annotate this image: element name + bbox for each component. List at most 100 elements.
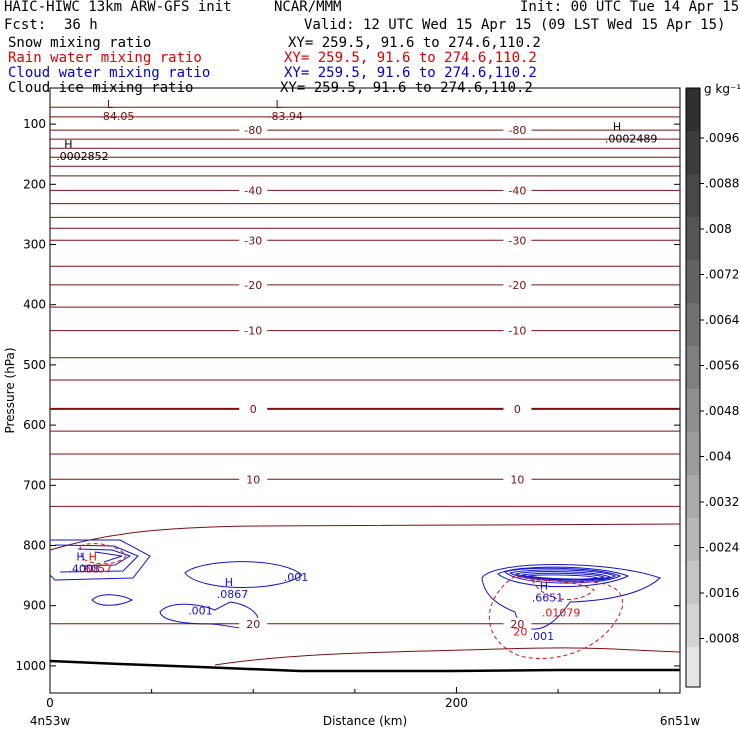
extremum-value: -84.05 [99, 110, 134, 123]
contour-label-bg [239, 324, 268, 337]
extremum-letter: L [276, 98, 283, 111]
cloud-water-contour [481, 564, 661, 630]
contour-label-bg [239, 234, 268, 247]
colorbar-outline [685, 87, 701, 688]
terrain-line [49, 659, 680, 673]
extremum-letter: H [64, 138, 72, 151]
colorbar-segment [686, 131, 700, 174]
temperature-contour-wavy-1 [49, 523, 681, 551]
extremum-letter: H [89, 551, 97, 564]
temperature-contour-label: 20 [246, 618, 260, 631]
colorbar-unit: g kg⁻¹ [704, 82, 740, 96]
field-name-snow: Snow mixing ratio [8, 35, 152, 51]
contour-label-bg [239, 617, 268, 630]
colorbar-tick-label: .0008 [705, 632, 739, 646]
temperature-contour-label: -30 [244, 234, 262, 247]
extremum-letter: H [613, 121, 621, 134]
field-xy-cloud-water: XY= 259.5, 91.6 to 274.6,110.2 [284, 65, 537, 81]
field-xy-snow: XY= 259.5, 91.6 to 274.6,110.2 [288, 35, 541, 51]
contour-label-bg [239, 278, 268, 291]
colorbar-segment [686, 604, 700, 647]
y-tick-label: 200 [23, 177, 46, 191]
rain-contours [79, 543, 624, 659]
colorbar-tick-label: .0088 [705, 177, 739, 191]
temperature-contour-label: -10 [244, 325, 262, 338]
temperature-contour-label: 10 [510, 473, 524, 486]
y-tick-label: 500 [23, 358, 46, 372]
cloud-water-contour [184, 561, 303, 588]
contour-label-bg [239, 124, 268, 137]
colorbar: g kg⁻¹ [685, 82, 740, 688]
extremum-letter: H [540, 579, 548, 592]
temperature-contour-label: -80 [508, 124, 526, 137]
x-axis-title: Distance (km) [323, 714, 407, 728]
colorbar-segment [686, 217, 700, 260]
plot-frame [49, 87, 681, 694]
contour-label-bg [239, 473, 268, 486]
extremum-value: .0867 [217, 588, 249, 601]
contour-label-bg [503, 184, 532, 197]
y-axis-title: Pressure (hPa) [3, 347, 17, 433]
y-tick-label: 800 [23, 539, 46, 553]
extremum-letter: L [107, 98, 114, 111]
colorbar-segment [686, 389, 700, 432]
contour-label-bg [503, 278, 532, 291]
temperature-contour-label: -30 [508, 234, 526, 247]
y-tick-label: 100 [23, 117, 46, 131]
colorbar-segment [686, 432, 700, 475]
extremum-value: .6651 [532, 591, 564, 604]
cloud-water-contour [94, 551, 123, 563]
cloud-water-label: .001 [530, 630, 555, 643]
title-center: NCAR/MMM [274, 0, 342, 15]
temperature-contour-label: -20 [244, 279, 262, 292]
temperature-contour-label: -40 [508, 184, 526, 197]
rain-contour [531, 579, 595, 600]
colorbar-tick-label: .0024 [705, 541, 739, 555]
cloud-water-label: .001 [284, 571, 309, 584]
x-tick-label: 0 [46, 696, 54, 710]
cloud-water-contour [77, 548, 132, 567]
y-tick-label: 900 [23, 599, 46, 613]
y-tick-label: 300 [23, 238, 46, 252]
cloud-water-contour [91, 594, 134, 606]
rain-contour [79, 543, 127, 565]
extremum-value: -83.94 [268, 110, 303, 123]
colorbar-tick-label: .0032 [705, 495, 739, 509]
contour-label-bg [503, 324, 532, 337]
contour-label-bg [503, 402, 532, 415]
extremum-value: .4008 [68, 563, 100, 576]
extremum-value: .0002489 [605, 133, 658, 146]
colorbar-segment [686, 346, 700, 389]
init-time: Init: 00 UTC Tue 14 Apr 15 [520, 0, 740, 15]
contour-label-bg [239, 184, 268, 197]
extremum-value: .6057 [81, 563, 113, 576]
valid-time: Valid: 12 UTC Wed 15 Apr 15 (09 LST Wed … [304, 17, 726, 33]
y-tick-label: 1000 [15, 659, 46, 673]
colorbar-segment [686, 561, 700, 604]
colorbar-tick-label: .0072 [705, 268, 739, 282]
contour-label-bg [503, 473, 532, 486]
contour-label-bg [239, 402, 268, 415]
extremum-letter: H [76, 551, 84, 564]
colorbar-tick-label: .0048 [705, 404, 739, 418]
colorbar-segment [686, 174, 700, 217]
extremum-value: .01079 [542, 607, 581, 620]
cloud-water-left [49, 539, 151, 606]
field-name-rain: Rain water mixing ratio [8, 50, 202, 66]
cloud-water-contour [49, 539, 151, 581]
rain-label: 20 [513, 626, 527, 639]
cloud-water-contour [527, 574, 599, 580]
cloud-water-contour [54, 544, 139, 573]
contour-label-bg [503, 124, 532, 137]
x-start-label: 4n53w [30, 714, 71, 728]
colorbar-segment [686, 303, 700, 346]
temperature-contour-label: 0 [250, 403, 257, 416]
temperature-contour-label: -20 [508, 279, 526, 292]
y-tick-label: 700 [23, 478, 46, 492]
colorbar-tick-label: .0064 [705, 313, 739, 327]
x-tick-label: 200 [445, 696, 468, 710]
field-name-cloud-water: Cloud water mixing ratio [8, 65, 211, 81]
cloud-water-contour [497, 566, 630, 588]
colorbar-segment [686, 260, 700, 303]
